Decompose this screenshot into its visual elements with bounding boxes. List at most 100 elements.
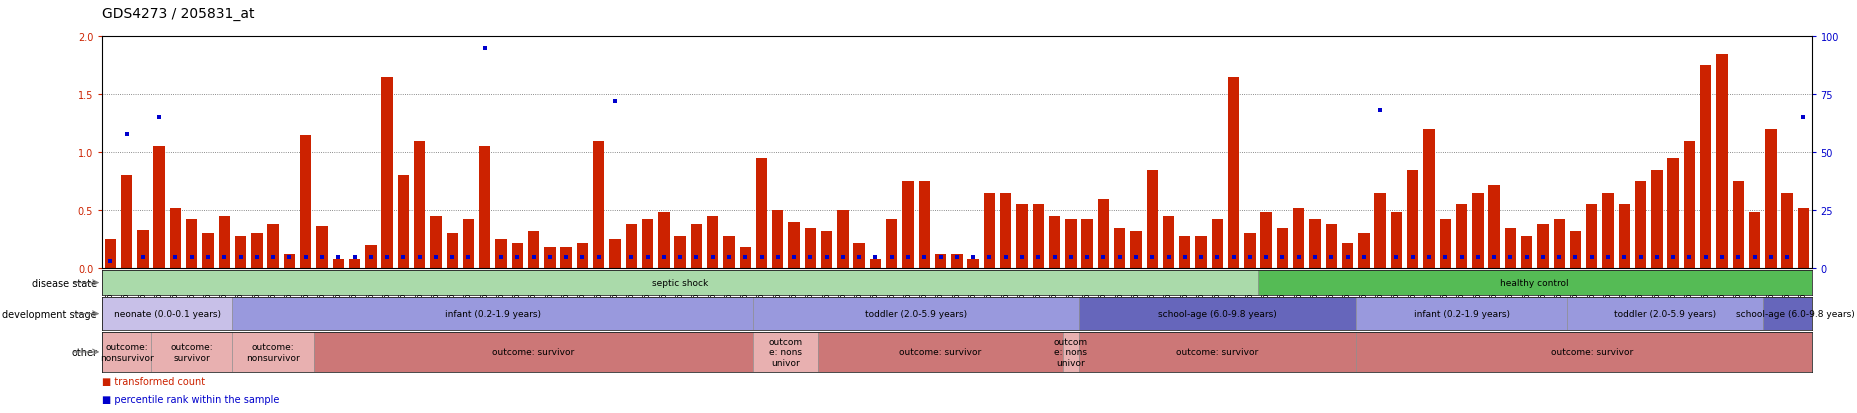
Point bbox=[1201, 254, 1231, 260]
Point bbox=[648, 254, 678, 260]
Bar bbox=[1049, 216, 1060, 268]
Bar bbox=[838, 211, 849, 268]
Bar bbox=[544, 248, 555, 268]
Bar bbox=[982, 193, 995, 268]
Point bbox=[600, 99, 630, 105]
Point bbox=[210, 254, 240, 260]
Point bbox=[258, 254, 288, 260]
Text: outcome: survivor: outcome: survivor bbox=[1551, 348, 1632, 356]
Bar bbox=[1356, 297, 1567, 330]
Point bbox=[1040, 254, 1070, 260]
Point bbox=[552, 254, 581, 260]
Bar bbox=[657, 213, 669, 268]
Point bbox=[470, 45, 500, 52]
Bar bbox=[154, 147, 165, 268]
Text: neonate (0.0-0.1 years): neonate (0.0-0.1 years) bbox=[113, 309, 221, 318]
Text: outcome:
survivor: outcome: survivor bbox=[171, 342, 214, 362]
Bar bbox=[1097, 199, 1109, 268]
Point bbox=[1348, 254, 1378, 260]
Bar bbox=[1422, 130, 1434, 268]
Text: outcome: survivor: outcome: survivor bbox=[1175, 348, 1257, 356]
Bar bbox=[1733, 182, 1744, 268]
Point bbox=[1608, 254, 1638, 260]
Text: infant (0.2-1.9 years): infant (0.2-1.9 years) bbox=[1413, 309, 1508, 318]
Text: ■ percentile rank within the sample: ■ percentile rank within the sample bbox=[102, 394, 279, 404]
Point bbox=[1738, 254, 1768, 260]
Point bbox=[95, 258, 124, 265]
Bar bbox=[1747, 213, 1759, 268]
Point bbox=[633, 254, 663, 260]
Bar bbox=[609, 240, 620, 268]
Bar bbox=[102, 297, 232, 330]
Bar bbox=[1341, 243, 1352, 268]
Text: outcome: survivor: outcome: survivor bbox=[899, 348, 980, 356]
Bar bbox=[576, 243, 589, 268]
Bar bbox=[674, 236, 685, 268]
Bar bbox=[1114, 228, 1125, 268]
Bar bbox=[1536, 225, 1547, 268]
Point bbox=[893, 254, 923, 260]
Bar bbox=[1079, 332, 1356, 372]
Point bbox=[958, 254, 988, 260]
Bar bbox=[381, 78, 392, 268]
Bar bbox=[1617, 205, 1629, 268]
Bar bbox=[169, 208, 180, 268]
Point bbox=[1365, 108, 1395, 114]
Point bbox=[1673, 254, 1703, 260]
Point bbox=[1055, 254, 1084, 260]
Point bbox=[730, 254, 760, 260]
Bar bbox=[1016, 205, 1027, 268]
Bar bbox=[1586, 205, 1597, 268]
Text: outcome:
nonsurvivor: outcome: nonsurvivor bbox=[247, 342, 299, 362]
Point bbox=[487, 254, 516, 260]
Text: outcom
e: nons
univor: outcom e: nons univor bbox=[769, 337, 802, 367]
Bar bbox=[267, 225, 279, 268]
Point bbox=[1006, 254, 1036, 260]
Bar bbox=[967, 259, 979, 268]
Point bbox=[436, 254, 466, 260]
Point bbox=[1658, 254, 1688, 260]
Bar bbox=[1081, 220, 1092, 268]
Bar bbox=[819, 332, 1062, 372]
Point bbox=[1478, 254, 1508, 260]
Point bbox=[1625, 254, 1655, 260]
Bar bbox=[1062, 332, 1079, 372]
Point bbox=[925, 254, 954, 260]
Bar bbox=[1666, 159, 1679, 268]
Point bbox=[1707, 254, 1736, 260]
Bar bbox=[1146, 170, 1157, 268]
Point bbox=[975, 254, 1005, 260]
Bar bbox=[1699, 66, 1710, 268]
Bar bbox=[511, 243, 522, 268]
Point bbox=[1447, 254, 1476, 260]
Bar bbox=[917, 182, 930, 268]
Bar bbox=[251, 234, 262, 268]
Bar bbox=[626, 225, 637, 268]
Bar bbox=[102, 271, 1257, 295]
Point bbox=[405, 254, 435, 260]
Point bbox=[941, 254, 971, 260]
Point bbox=[1185, 254, 1214, 260]
Point bbox=[357, 254, 386, 260]
Point bbox=[1218, 254, 1248, 260]
Bar bbox=[1162, 216, 1174, 268]
Bar bbox=[1259, 213, 1272, 268]
Point bbox=[1526, 254, 1556, 260]
Point bbox=[388, 254, 418, 260]
Bar bbox=[104, 240, 115, 268]
Point bbox=[812, 254, 841, 260]
Point bbox=[990, 254, 1019, 260]
Bar bbox=[804, 228, 815, 268]
Point bbox=[1430, 254, 1460, 260]
Bar bbox=[349, 259, 360, 268]
Point bbox=[566, 254, 596, 260]
Point bbox=[1071, 254, 1101, 260]
Point bbox=[340, 254, 370, 260]
Point bbox=[1136, 254, 1166, 260]
Bar bbox=[1682, 141, 1694, 268]
Point bbox=[1382, 254, 1411, 260]
Bar bbox=[1762, 297, 1827, 330]
Text: school-age (6.0-9.8 years): school-age (6.0-9.8 years) bbox=[1734, 309, 1853, 318]
Point bbox=[1577, 254, 1606, 260]
Point bbox=[877, 254, 906, 260]
